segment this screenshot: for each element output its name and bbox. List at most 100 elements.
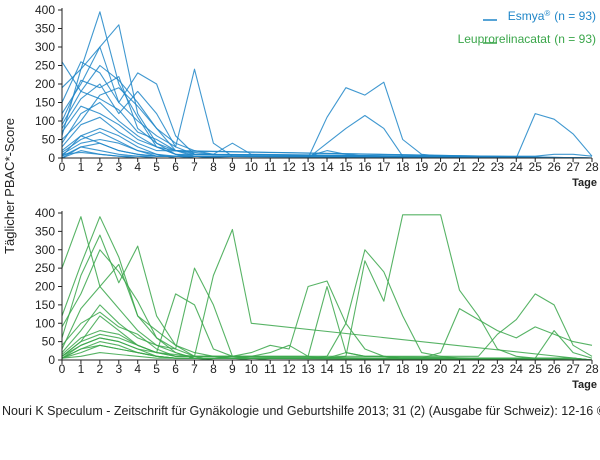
x-tick-label: 26 — [547, 362, 561, 376]
x-tick-label: 6 — [172, 160, 179, 174]
x-tick-label: 9 — [229, 160, 236, 174]
y-tick-label: 100 — [35, 316, 55, 330]
series-line-16 — [61, 330, 593, 359]
x-tick-label: 1 — [78, 362, 85, 376]
x-tick-label: 1 — [78, 160, 85, 174]
x-tick-label: 25 — [529, 160, 543, 174]
series-line-1 — [61, 216, 592, 361]
x-tick-label: 4 — [134, 160, 141, 174]
x-tick-label: 4 — [134, 362, 141, 376]
x-tick-label: 2 — [97, 362, 104, 376]
x-tick-label: 17 — [377, 362, 391, 376]
x-tick-label: 9 — [229, 362, 236, 376]
y-tick-label: 400 — [35, 206, 55, 220]
x-tick-label: 26 — [547, 160, 561, 174]
series-line-7 — [61, 228, 593, 361]
y-tick-label: 300 — [35, 40, 55, 54]
y-tick-label: 150 — [35, 96, 55, 110]
y-axis-label: Täglicher PBAC*-Score — [2, 118, 17, 254]
series-group — [61, 214, 593, 361]
x-tick-label: 25 — [529, 362, 543, 376]
series-line-13 — [61, 87, 593, 159]
series-line-11 — [61, 105, 593, 159]
x-tick-label: 27 — [566, 362, 580, 376]
source-citation: Nouri K Speculum - Zeitschrift für Gynäk… — [2, 404, 600, 418]
series-line-9 — [61, 116, 593, 159]
series-line-14 — [61, 293, 593, 357]
x-tick-label: 2 — [97, 160, 104, 174]
x-tick-label: 20 — [434, 362, 448, 376]
x-tick-label: 15 — [339, 362, 353, 376]
x-tick-label: 11 — [264, 160, 277, 174]
series-group — [61, 11, 593, 159]
x-tick-label: 13 — [301, 160, 315, 174]
legend-count: (n = 93) — [554, 9, 596, 23]
y-tick-label: 50 — [42, 133, 56, 147]
series-line-3 — [61, 234, 592, 361]
x-tick-label: 22 — [472, 160, 486, 174]
legend-label: Esmya® (n = 93) — [508, 9, 596, 24]
x-tick-label: 10 — [245, 362, 259, 376]
series-line-7 — [61, 83, 593, 159]
legend-mark: ® — [544, 9, 550, 18]
x-tick-label: 17 — [377, 160, 391, 174]
series-line-5 — [61, 263, 592, 361]
legend-count: (n = 93) — [554, 32, 596, 46]
series-line-4 — [61, 249, 593, 361]
x-tick-label: 23 — [491, 160, 505, 174]
x-tick-label: 0 — [59, 362, 66, 376]
x-tick-label: 27 — [566, 160, 580, 174]
x-tick-label: 23 — [491, 362, 505, 376]
y-tick-label: 350 — [35, 22, 55, 36]
y-tick-label: 300 — [35, 243, 55, 257]
y-tick-label: 200 — [35, 280, 55, 294]
x-tick-label: 19 — [415, 362, 429, 376]
x-tick-label: 28 — [585, 160, 599, 174]
x-tick-label: 16 — [358, 160, 372, 174]
x-axis-label: Tage — [572, 379, 597, 391]
y-tick-label: 250 — [35, 59, 55, 73]
x-tick-label: 18 — [396, 160, 410, 174]
series-line-15 — [61, 90, 593, 159]
y-tick-label: 350 — [35, 224, 55, 238]
x-tick-label: 15 — [339, 160, 353, 174]
y-tick-label: 0 — [48, 353, 55, 367]
x-tick-label: 13 — [301, 362, 315, 376]
x-tick-label: 18 — [396, 362, 410, 376]
series-line-12 — [61, 138, 592, 159]
x-tick-label: 14 — [320, 160, 334, 174]
x-tick-label: 0 — [59, 160, 66, 174]
y-tick-label: 50 — [42, 335, 56, 349]
x-tick-label: 21 — [453, 160, 467, 174]
x-tick-label: 11 — [264, 362, 277, 376]
x-tick-label: 24 — [510, 362, 524, 376]
y-tick-label: 0 — [48, 151, 55, 165]
x-tick-label: 12 — [282, 160, 296, 174]
x-tick-label: 7 — [191, 160, 198, 174]
x-tick-label: 5 — [153, 362, 160, 376]
x-tick-label: 16 — [358, 362, 372, 376]
y-tick-label: 400 — [35, 3, 55, 17]
x-tick-label: 20 — [434, 160, 448, 174]
x-tick-label: 7 — [191, 362, 198, 376]
y-tick-label: 250 — [35, 261, 55, 275]
x-tick-label: 5 — [153, 160, 160, 174]
x-tick-label: 14 — [320, 362, 334, 376]
legend-label: Leuprorelinacatat (n = 93) — [458, 32, 596, 46]
x-tick-label: 8 — [210, 160, 217, 174]
x-tick-label: 22 — [472, 362, 486, 376]
x-tick-label: 8 — [210, 362, 217, 376]
y-tick-label: 150 — [35, 298, 55, 312]
x-tick-label: 28 — [585, 362, 599, 376]
x-tick-label: 12 — [282, 362, 296, 376]
x-tick-label: 6 — [172, 362, 179, 376]
x-tick-label: 3 — [115, 362, 122, 376]
series-line-12 — [61, 249, 593, 361]
x-tick-label: 24 — [510, 160, 524, 174]
legend-name: Leuprorelinacatat — [458, 32, 551, 46]
series-line-8 — [61, 101, 593, 159]
y-tick-label: 100 — [35, 114, 55, 128]
